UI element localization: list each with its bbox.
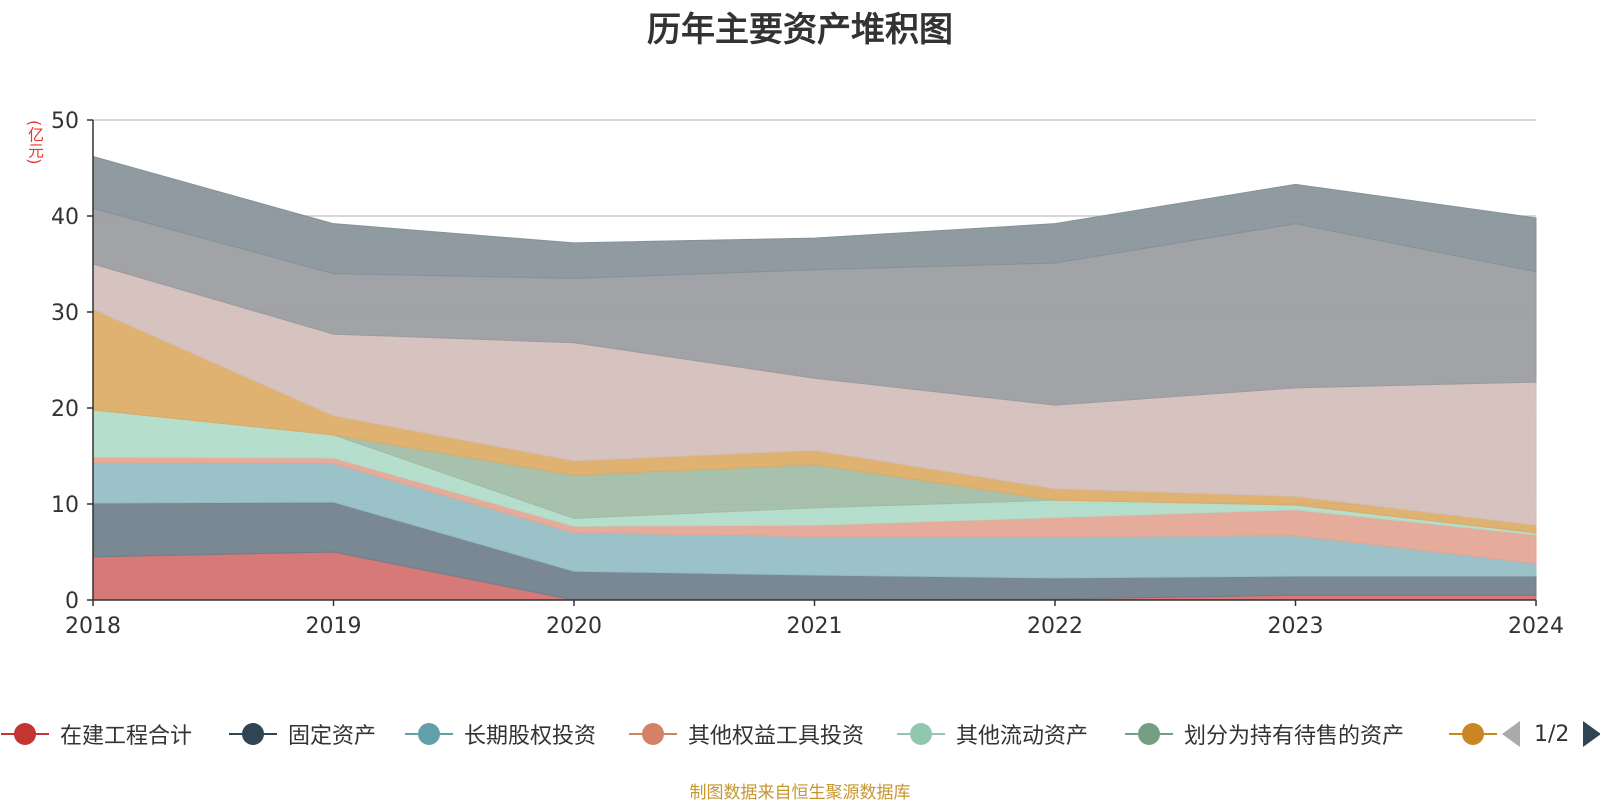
triangle-right-icon[interactable] [1581, 719, 1600, 749]
stacked-area-chart: 0 10 20 30 40 50 2018 2019 2020 2021 2022 2023 2024 [51, 109, 1564, 639]
y-tick-label: 20 [51, 397, 79, 422]
legend: 在建工程合计 固定资产 长期股权投资 其他权益工具投资 其他流动资产 划分为持有待售的资产 [0, 712, 1600, 756]
legend-item[interactable]: 固定资产 [228, 712, 376, 756]
legend-item[interactable]: 划分为持有待售的资产 [1124, 712, 1404, 756]
legend-item[interactable]: 其他权益工具投资 [628, 712, 864, 756]
x-tick-label: 2021 [787, 614, 843, 639]
axes: 0 10 20 30 40 50 2018 2019 2020 2021 2022 2023 2024 [51, 109, 1564, 639]
x-tick-label: 2019 [306, 614, 362, 639]
legend-label: 其他流动资产 [956, 724, 1089, 749]
legend-marker-icon [629, 723, 677, 745]
legend-marker-icon [405, 723, 453, 745]
y-tick-label: 10 [51, 493, 79, 518]
legend-marker-icon [1, 723, 49, 745]
legend-label: 其他权益工具投资 [688, 724, 865, 749]
legend-label: 固定资产 [288, 724, 377, 749]
area-series-10[interactable] [92, 155, 1537, 279]
y-axis-unit-label: (亿元) [25, 120, 44, 165]
area-series-group [92, 155, 1537, 601]
legend-marker-icon [1125, 723, 1173, 745]
legend-pager: 1/2 [1500, 712, 1600, 756]
triangle-left-icon[interactable] [1500, 719, 1522, 749]
legend-item[interactable] [1448, 712, 1498, 756]
legend-label: 划分为持有待售的资产 [1184, 724, 1405, 749]
y-tick-label: 0 [65, 589, 79, 614]
x-tick-label: 2022 [1027, 614, 1083, 639]
legend-item[interactable]: 其他流动资产 [896, 712, 1088, 756]
x-tick-label: 2020 [546, 614, 602, 639]
x-tick-label: 2018 [65, 614, 121, 639]
y-tick-label: 50 [51, 109, 79, 134]
x-tick-label: 2023 [1268, 614, 1324, 639]
legend-marker-icon [897, 723, 945, 745]
legend-item[interactable]: 长期股权投资 [404, 712, 596, 756]
legend-label: 在建工程合计 [60, 724, 193, 749]
data-source-note: 制图数据来自恒生聚源数据库 [689, 783, 911, 803]
legend-page-indicator: 1/2 [1534, 721, 1570, 747]
chart-title: 历年主要资产堆积图 [647, 10, 953, 50]
x-tick-label: 2024 [1508, 614, 1564, 639]
y-tick-label: 30 [51, 301, 79, 326]
legend-marker-icon [229, 723, 277, 745]
legend-marker-icon [1449, 723, 1497, 745]
legend-item[interactable]: 在建工程合计 [0, 712, 192, 756]
y-tick-label: 40 [51, 205, 79, 230]
legend-label: 长期股权投资 [464, 724, 597, 749]
